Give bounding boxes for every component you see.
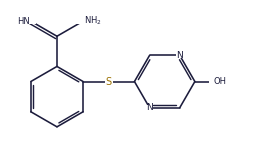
- FancyBboxPatch shape: [76, 18, 90, 24]
- FancyBboxPatch shape: [176, 52, 183, 58]
- FancyBboxPatch shape: [104, 78, 113, 85]
- Text: HN: HN: [17, 17, 30, 26]
- FancyBboxPatch shape: [146, 105, 153, 111]
- FancyBboxPatch shape: [209, 79, 220, 85]
- Text: N: N: [146, 103, 153, 112]
- Text: N: N: [176, 51, 183, 60]
- Text: OH: OH: [214, 77, 227, 86]
- FancyBboxPatch shape: [25, 18, 36, 24]
- Text: NH$_2$: NH$_2$: [84, 15, 102, 27]
- Text: S: S: [106, 77, 112, 87]
